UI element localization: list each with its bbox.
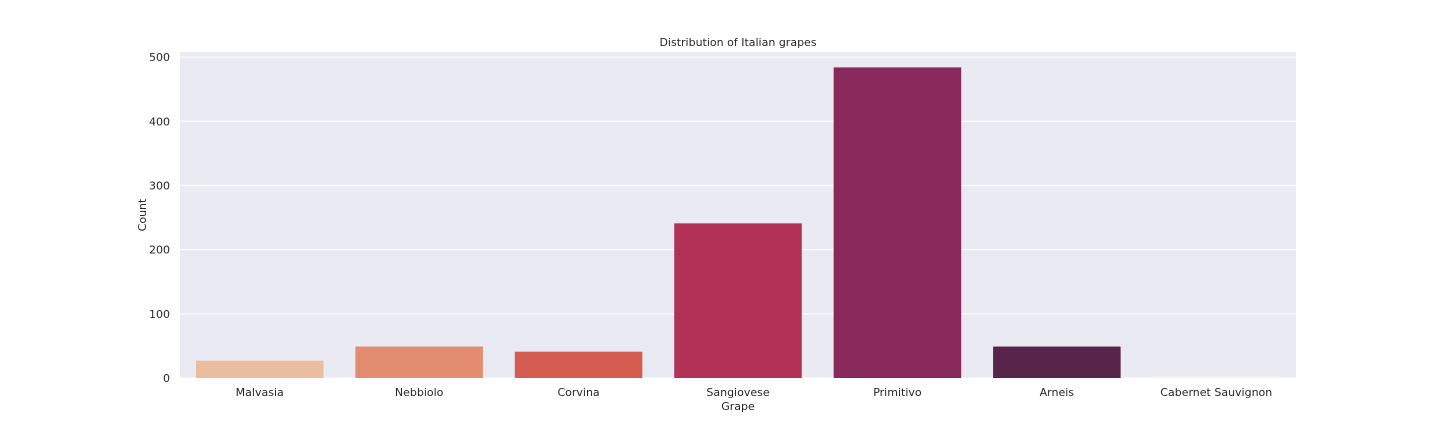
bar-cabernet-sauvignon [1152,376,1281,378]
x-tick-label: Sangiovese [706,386,769,399]
bar-corvina [514,351,643,378]
x-tick-label: Arneis [1040,386,1075,399]
x-tick-labels: Malvasia Nebbiolo Corvina Sangiovese Primiti… [236,386,1273,399]
x-tick-label: Corvina [557,386,599,399]
bar-malvasia [195,360,324,378]
y-tick-labels: 0 100 200 300 400 500 [149,51,170,385]
x-axis-label: Grape [721,400,755,413]
bar-primitivo [833,67,962,378]
bar-sangiovese [674,223,802,378]
bar-arneis [993,346,1121,378]
y-tick-label: 300 [149,179,170,192]
y-tick-label: 0 [163,372,170,385]
x-tick-label: Malvasia [236,386,284,399]
y-tick-label: 400 [149,115,170,128]
chart-title: Distribution of Italian grapes [659,36,816,49]
bars [195,67,1281,378]
y-tick-label: 200 [149,244,170,257]
y-axis-label: Count [136,198,149,231]
x-tick-label: Nebbiolo [395,386,444,399]
x-tick-label: Primitivo [873,386,922,399]
x-tick-label: Cabernet Sauvignon [1160,386,1272,399]
bar-nebbiolo [355,346,483,378]
y-tick-label: 100 [149,308,170,321]
y-tick-label: 500 [149,51,170,64]
